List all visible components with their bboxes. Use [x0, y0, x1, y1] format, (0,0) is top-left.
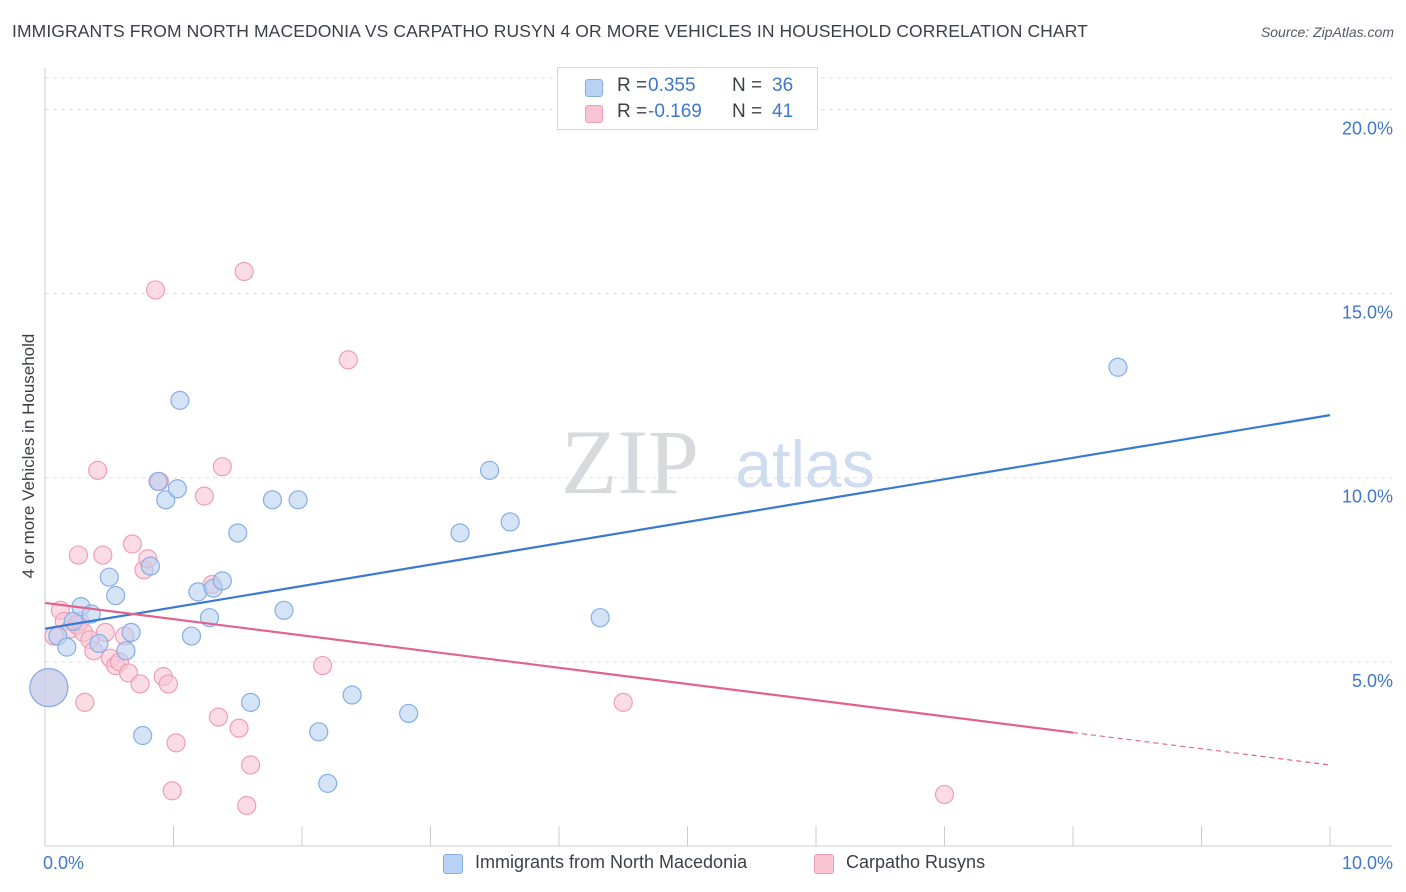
- data-point: [342, 685, 362, 705]
- watermark-zip: ZIP: [561, 411, 699, 513]
- bottom-legend-swatch-pink: [814, 854, 834, 874]
- y-tick-label: 20.0%: [1342, 118, 1393, 138]
- data-point: [99, 567, 119, 587]
- x-tick-label: 10.0%: [1342, 853, 1393, 873]
- data-point: [158, 674, 178, 694]
- legend-r-label: R =: [617, 75, 648, 96]
- correlation-legend: R = 0.355 N = 36 R = -0.169 N = 41: [557, 67, 818, 130]
- bottom-legend-label: Immigrants from North Macedonia: [475, 852, 748, 872]
- data-point: [167, 479, 187, 499]
- data-point: [194, 486, 214, 506]
- data-point: [288, 490, 308, 510]
- data-point: [399, 703, 419, 724]
- x-tick-label: 0.0%: [43, 853, 84, 873]
- data-point: [934, 784, 955, 805]
- data-point: [29, 668, 69, 708]
- data-point: [162, 781, 182, 801]
- y-tick-label: 10.0%: [1342, 487, 1393, 507]
- data-point: [262, 490, 283, 510]
- source-credit: Source: ZipAtlas.com: [1260, 24, 1394, 40]
- data-point: [318, 773, 338, 793]
- data-point: [140, 556, 160, 576]
- data-point: [93, 545, 113, 565]
- legend-r-value: -0.169: [648, 101, 702, 122]
- series-north-macedonia-points: [29, 357, 1128, 793]
- y-tick-label: 15.0%: [1342, 303, 1393, 323]
- gridlines: [45, 77, 1392, 663]
- data-point: [181, 626, 202, 646]
- data-point: [145, 280, 166, 300]
- legend-swatch-blue: [585, 79, 603, 97]
- data-point: [1108, 357, 1128, 377]
- data-point: [229, 718, 249, 738]
- bottom-legend-swatch-blue: [443, 854, 463, 874]
- data-point: [118, 663, 139, 683]
- data-point: [121, 622, 141, 643]
- data-point: [170, 390, 190, 410]
- data-point: [208, 707, 229, 727]
- data-point: [590, 608, 610, 628]
- data-point: [338, 350, 358, 370]
- data-point: [130, 674, 150, 694]
- data-point: [274, 600, 294, 620]
- data-point: [480, 460, 500, 480]
- data-point: [212, 457, 232, 477]
- legend-n-label: N =: [732, 75, 763, 96]
- trend-lines: [44, 414, 1331, 766]
- data-point: [75, 692, 95, 712]
- data-point: [89, 633, 109, 654]
- data-point: [312, 655, 333, 676]
- data-point: [122, 534, 142, 554]
- series-carpatho-rusyns-points: [29, 261, 955, 816]
- data-point: [241, 755, 261, 775]
- data-point: [88, 460, 108, 480]
- watermark: ZIP atlas: [561, 411, 875, 513]
- watermark-atlas: atlas: [735, 427, 874, 501]
- chart-title: IMMIGRANTS FROM NORTH MACEDONIA VS CARPA…: [12, 21, 1088, 41]
- data-point: [309, 722, 329, 742]
- data-point: [237, 795, 257, 816]
- trend-line-extension: [1072, 731, 1331, 766]
- data-point: [116, 641, 136, 661]
- data-point: [234, 261, 254, 282]
- legend-swatch-pink: [585, 105, 603, 123]
- data-point: [228, 523, 248, 543]
- axes: [44, 68, 1392, 847]
- legend-n-value: 41: [772, 101, 794, 122]
- data-point: [212, 571, 232, 591]
- data-point: [241, 692, 261, 712]
- legend-r-label: R =: [617, 101, 648, 122]
- bottom-legend-label: Carpatho Rusyns: [846, 852, 986, 872]
- data-point: [450, 523, 470, 543]
- data-point: [133, 725, 153, 746]
- data-point: [500, 512, 520, 532]
- data-point: [156, 490, 176, 510]
- trend-line: [44, 414, 1331, 630]
- data-point: [148, 471, 168, 492]
- data-point: [106, 585, 126, 606]
- legend-n-value: 36: [772, 75, 794, 96]
- data-point: [57, 637, 77, 657]
- legend-n-label: N =: [732, 101, 763, 122]
- y-axis-label: 4 or more Vehicles in Household: [19, 334, 38, 579]
- data-point: [613, 692, 633, 712]
- y-tick-label: 5.0%: [1352, 671, 1393, 691]
- legend-r-value: 0.355: [648, 75, 696, 96]
- data-point: [166, 733, 186, 753]
- data-point: [68, 545, 89, 565]
- tick-labels: 5.0% 10.0% 15.0% 20.0% 0.0% 10.0%: [43, 118, 1393, 873]
- trend-line: [44, 601, 1074, 734]
